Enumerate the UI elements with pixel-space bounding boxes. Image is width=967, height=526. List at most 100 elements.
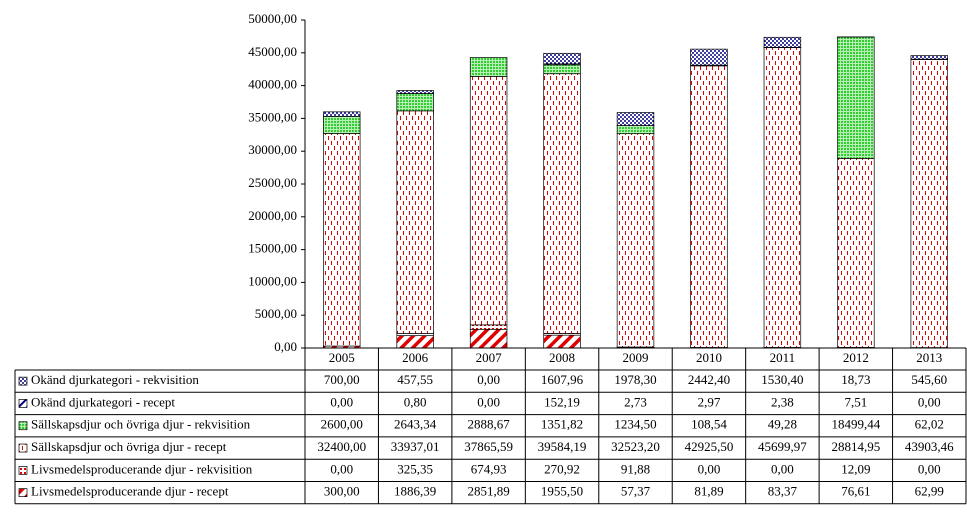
table-value: 2,73 [624,394,647,409]
table-value: 12,09 [841,461,870,476]
table-value: 1886,39 [394,484,436,499]
table-value: 7,51 [844,394,867,409]
bar-segment [690,48,728,66]
table-value: 1234,50 [614,417,656,432]
table-value: 1978,30 [614,372,656,387]
x-tick-label: 2011 [770,350,796,365]
table-value: 2,38 [771,394,794,409]
table-value: 1607,96 [541,372,584,387]
legend-label: Okänd djurkategori - rekvisition [31,372,199,387]
table-value: 0,00 [918,461,941,476]
legend-label: Okänd djurkategori - recept [31,394,175,409]
x-tick-label: 2012 [843,350,869,365]
table-value: 0,80 [404,394,427,409]
table-value: 0,00 [330,394,353,409]
table-value: 300,00 [324,484,360,499]
bar-segment [469,57,508,77]
table-value: 18,73 [841,372,870,387]
y-tick-label: 50000,00 [248,11,297,26]
legend-label: Sällskapsdjur och övriga djur - recept [31,439,227,454]
legend-key [18,421,28,431]
bar-segment [323,133,361,347]
table-value: 0,00 [330,461,353,476]
y-tick-label: 20000,00 [248,208,297,223]
bar-segment [396,93,434,112]
x-tick-label: 2006 [402,350,429,365]
legend-label: Sällskapsdjur och övriga djur - rekvisit… [31,417,251,432]
legend-label: Livsmedelsproducerande djur - recept [31,484,229,499]
bar-segment [323,116,361,134]
legend-key [18,399,28,408]
bar-segment [543,334,581,349]
table-value: 545,60 [911,372,947,387]
table-value: 1530,40 [761,372,803,387]
x-tick-label: 2005 [329,350,355,365]
table-value: 62,99 [915,484,944,499]
table-value: 39584,19 [538,439,587,454]
bar-segment [763,36,802,48]
y-tick-label: 40000,00 [248,77,297,92]
y-tick-label: 35000,00 [248,109,297,124]
table-value: 0,00 [698,461,721,476]
bar-segment [396,110,434,334]
table-value: 57,37 [621,484,651,499]
legend-label: Livsmedelsproducerande djur - rekvisitio… [31,461,253,476]
table-value: 42925,50 [685,439,734,454]
table-value: 1351,82 [541,417,583,432]
table-value: 45699,97 [758,439,807,454]
table-value: 0,00 [477,372,500,387]
bar-segment [690,65,728,348]
bar-segment [616,133,655,348]
y-tick-label: 25000,00 [248,175,297,190]
y-tick-label: 10000,00 [248,273,297,288]
x-tick-label: 2009 [623,350,649,365]
bar-segment [910,59,948,348]
table-value: 2851,89 [467,484,509,499]
bar-segment [469,324,508,330]
table-value: 33937,01 [391,439,440,454]
table-value: 674,93 [471,461,507,476]
table-value: 0,00 [477,394,500,409]
x-tick-label: 2007 [476,350,503,365]
y-tick-label: 5000,00 [255,306,297,321]
bar-segment [469,328,508,349]
table-value: 18499,44 [831,417,880,432]
table-value: 325,35 [397,461,433,476]
bar-segment [323,111,361,117]
table-value: 1955,50 [541,484,583,499]
legend-key [18,443,28,453]
bar-segment [396,90,434,94]
legend-key [18,488,28,497]
table-value: 152,19 [544,394,580,409]
table-value: 32400,00 [317,439,366,454]
table-value: 83,37 [768,484,798,499]
table-value: 2643,34 [394,417,437,432]
table-value: 2888,67 [467,417,510,432]
table-value: 91,88 [621,461,650,476]
bar-segment [543,52,581,65]
bar-segment [543,73,581,334]
table-value: 0,00 [918,394,941,409]
table-value: 2,97 [698,394,721,409]
bar-segment [616,125,655,135]
y-tick-label: 0,00 [274,339,297,354]
x-tick-label: 2008 [549,350,575,365]
bar-segment [763,47,802,348]
table-value: 270,92 [544,461,580,476]
bar-segment [616,112,655,126]
y-tick-label: 45000,00 [248,44,297,59]
legend-key [18,466,28,475]
bar-segment [396,335,434,349]
table-value: 43903,46 [905,439,954,454]
bar-segment [543,64,581,75]
table-value: 28814,95 [831,439,880,454]
legend-key [18,376,28,386]
bar-segment [837,36,875,159]
table-value: 81,89 [694,484,723,499]
x-tick-label: 2013 [916,350,942,365]
table-value: 108,54 [691,417,727,432]
table-value: 49,28 [768,417,797,432]
table-value: 457,55 [397,372,433,387]
table-value: 76,61 [841,484,870,499]
